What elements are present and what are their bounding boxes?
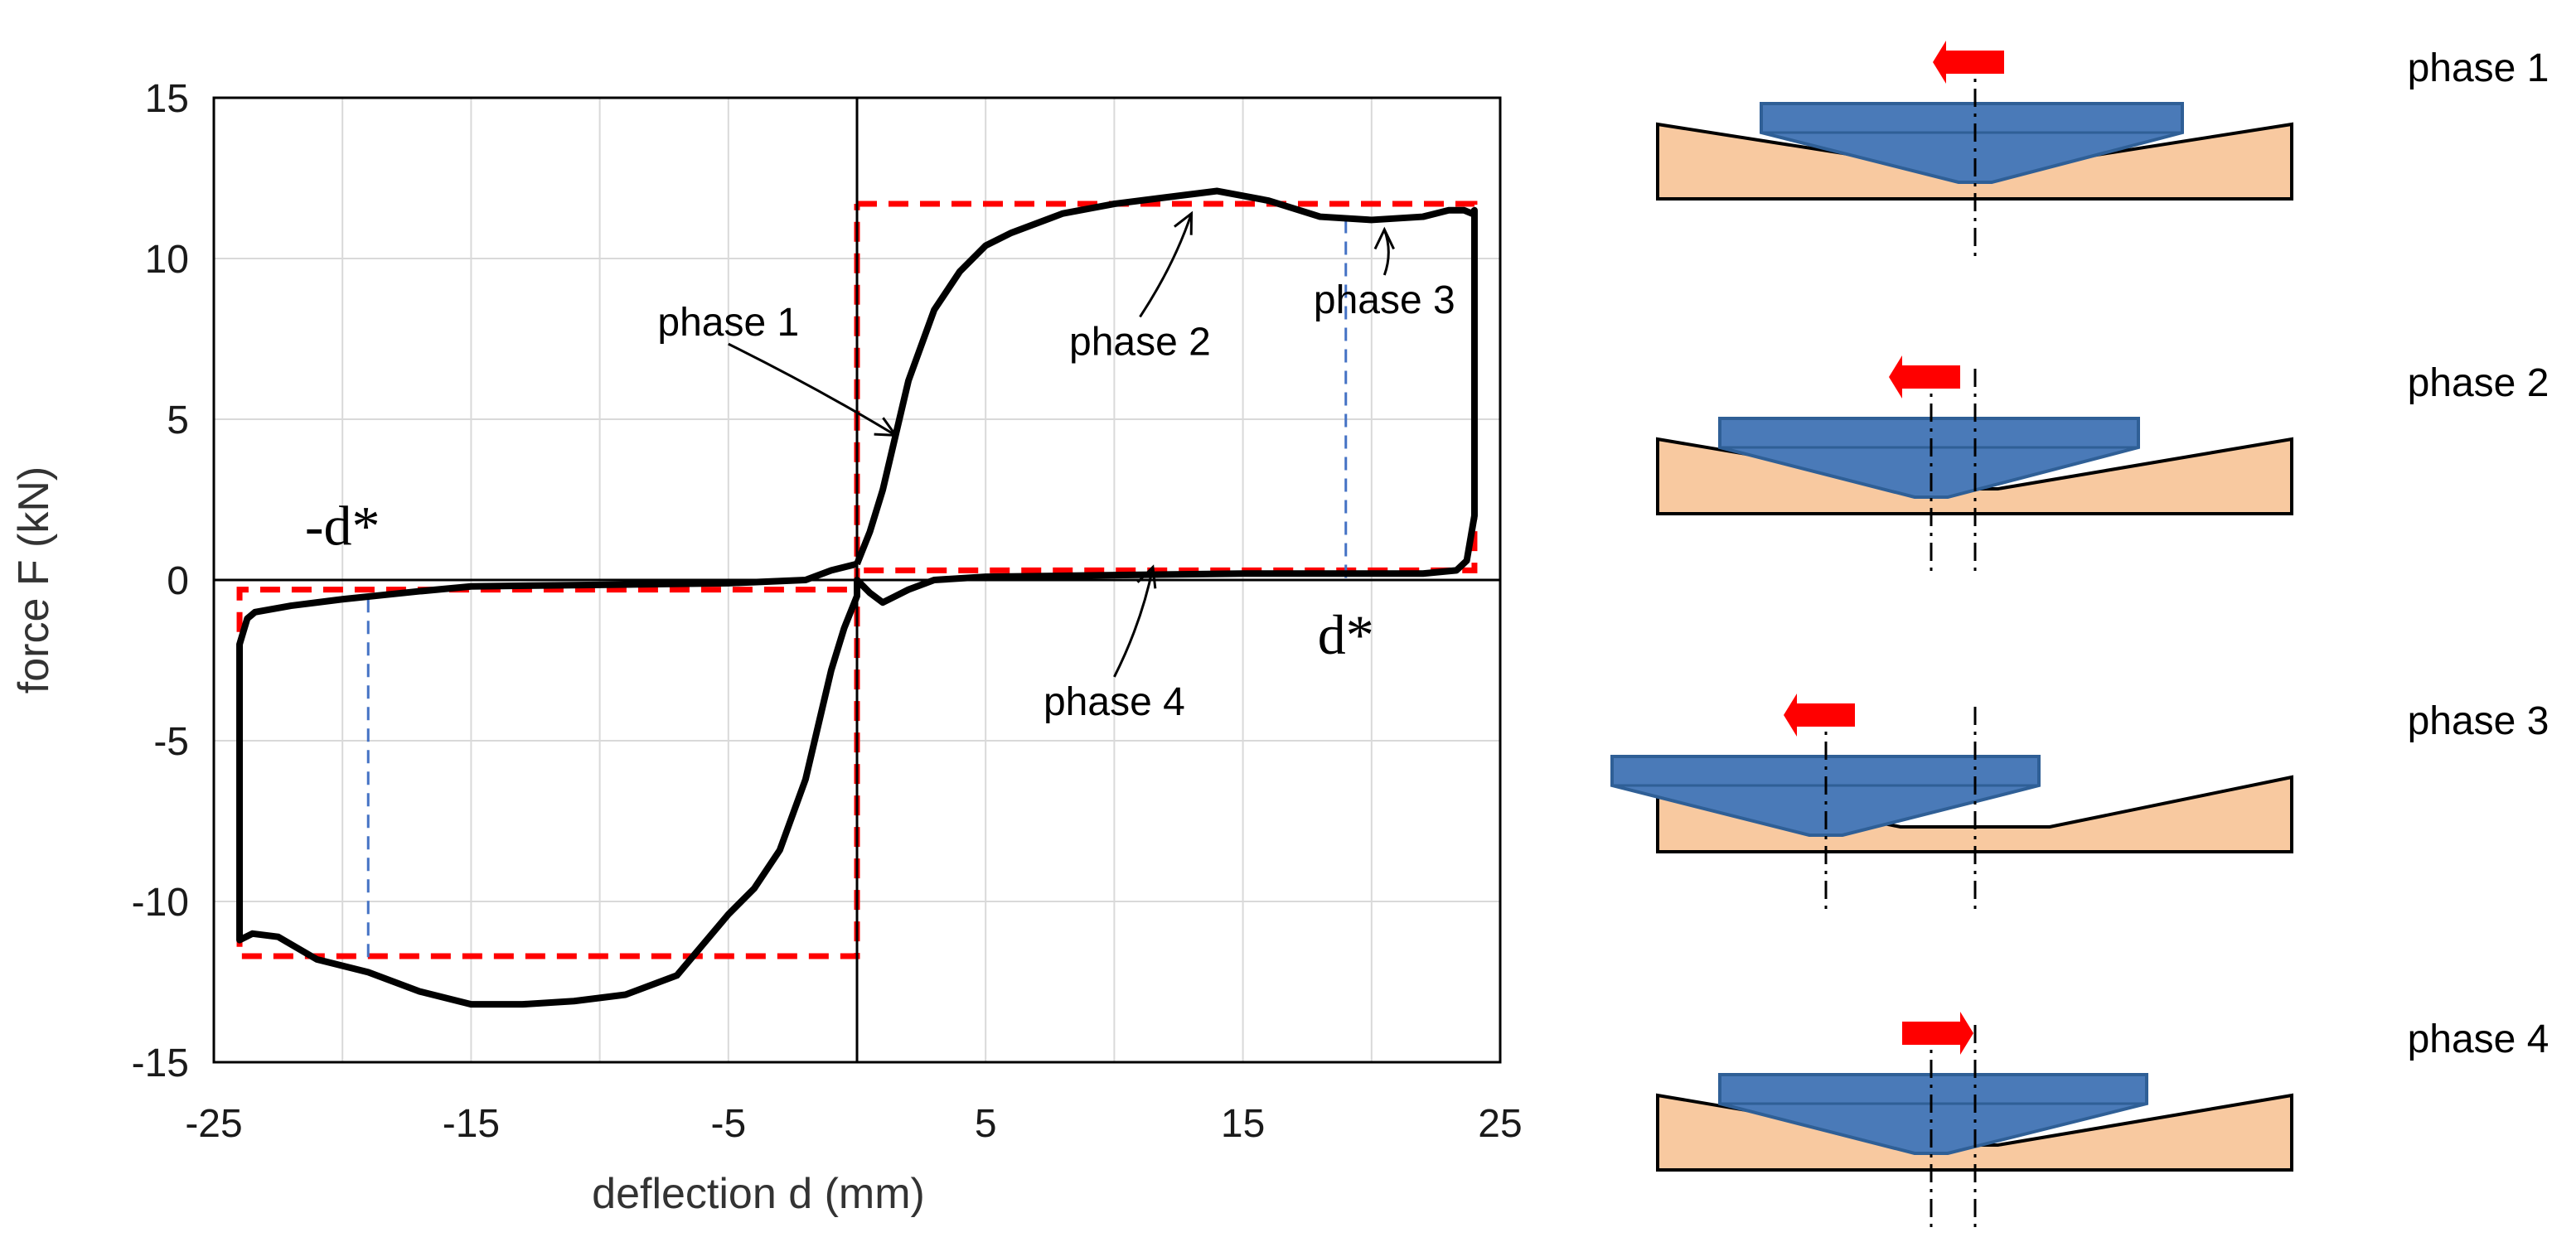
phase-label: phase 2 (2408, 361, 2549, 405)
push-arrow (1889, 355, 1960, 399)
annotation-leader (728, 342, 897, 437)
y-tick-label: 0 (167, 559, 189, 603)
x-tick-label: 15 (1221, 1102, 1265, 1146)
annotation-leader (1139, 213, 1193, 318)
push-arrow (1933, 41, 2004, 84)
annotation-leader (1113, 567, 1155, 678)
phase-diagram-1: phase 1 (1656, 41, 2549, 261)
series-group (236, 187, 1478, 1008)
plot-border (212, 96, 1502, 1064)
phase-diagrams: phase 1 phase 2 phase 3 phase 4 (1610, 41, 2549, 1232)
y-tick-label: 15 (145, 77, 189, 121)
push-arrow (1902, 1012, 1973, 1055)
annotation-arrowhead (874, 417, 898, 437)
phase-diagram-4: phase 4 (1656, 1012, 2549, 1232)
y-tick-label: 10 (145, 238, 189, 282)
tick-labels: -25 -15 -5 5 15 25 15 10 5 0 -5 -10 -15 (132, 77, 1523, 1146)
annotation-arrowhead (1136, 564, 1157, 589)
phase-diagram-3: phase 3 (1610, 693, 2549, 914)
y-tick-label: -5 (153, 720, 189, 764)
push-arrow (1784, 693, 1855, 737)
phase-label: phase 4 (2408, 1017, 2549, 1061)
y-tick-label: 5 (167, 399, 189, 442)
x-axis-label: deflection d (mm) (592, 1170, 925, 1218)
d-star-label: d* (1318, 603, 1374, 666)
x-tick-label: -5 (710, 1102, 746, 1146)
y-tick-label: -15 (132, 1041, 189, 1085)
annotation-arrowhead (1373, 226, 1395, 250)
phase-annotation: phase 1 (657, 301, 799, 345)
phase-annotation: phase 4 (1043, 680, 1185, 724)
y-axis-label: force F (kN) (10, 466, 58, 693)
x-tick-label: -15 (443, 1102, 500, 1146)
d-star-lines (366, 220, 1348, 959)
annotations: phase 1 phase 2 phase 3 phase 4 -d* d* (305, 210, 1455, 724)
phase-annotation: phase 2 (1069, 320, 1211, 364)
phase-diagram-2: phase 2 (1656, 355, 2549, 576)
x-tick-label: 25 (1478, 1102, 1522, 1146)
d-star-label: -d* (305, 494, 380, 557)
phase-annotation: phase 3 (1314, 278, 1455, 322)
phase-label: phase 1 (2408, 46, 2549, 90)
y-tick-label: -10 (132, 881, 189, 925)
hysteresis-series-line (236, 187, 1478, 1008)
annotation-arrowhead (1174, 210, 1194, 235)
phase-label: phase 3 (2408, 699, 2549, 743)
x-tick-label: 5 (975, 1102, 997, 1146)
x-tick-label: -25 (185, 1102, 242, 1146)
